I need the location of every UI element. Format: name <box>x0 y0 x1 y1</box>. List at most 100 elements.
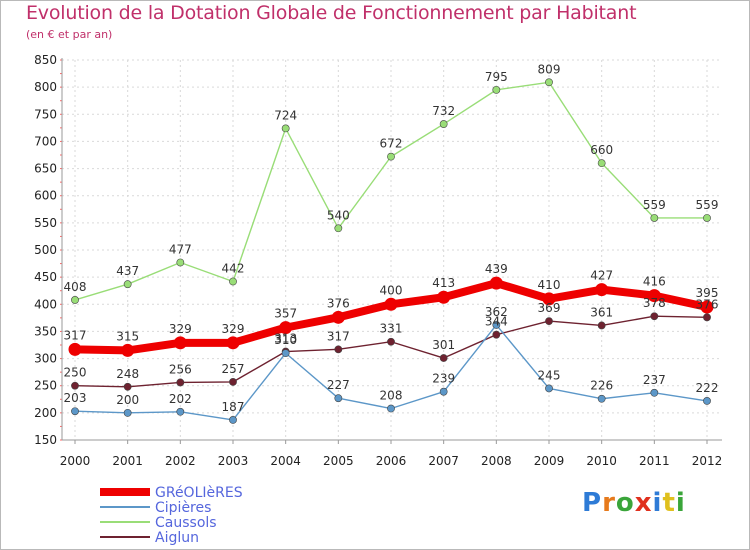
y-tick-label: 400 <box>34 297 57 311</box>
data-point <box>334 224 343 233</box>
data-label: 317 <box>64 328 87 342</box>
data-point <box>334 345 343 354</box>
data-point <box>229 277 237 286</box>
x-tick-label: 2010 <box>586 454 617 468</box>
data-label: 439 <box>485 262 508 276</box>
logo-letter: t <box>662 488 676 518</box>
data-labels: 317 315 329 329 357 376 400 413 439 410 427 416 395 2… <box>64 62 719 414</box>
data-point <box>281 349 290 358</box>
data-label: 724 <box>274 108 297 122</box>
y-tick-label: 750 <box>34 107 57 121</box>
y-tick-label: 150 <box>34 433 57 447</box>
data-label: 187 <box>222 400 245 414</box>
data-point <box>439 354 448 362</box>
data-point <box>700 300 714 314</box>
data-label: 559 <box>696 198 719 212</box>
data-point <box>492 321 501 329</box>
data-label: 301 <box>432 338 455 352</box>
data-point <box>331 310 345 324</box>
x-tick-label: 2001 <box>112 454 143 468</box>
data-point <box>437 290 451 304</box>
data-label: 227 <box>327 378 350 392</box>
logo-letter: i <box>652 488 663 518</box>
logo-letter: r <box>602 488 616 518</box>
data-point <box>71 381 79 390</box>
data-label: 410 <box>538 278 561 292</box>
legend-label: Aiglun <box>155 530 199 546</box>
data-label: 245 <box>538 368 561 382</box>
data-point <box>123 382 132 391</box>
data-point <box>647 289 661 303</box>
data-point <box>279 321 293 335</box>
data-label: 376 <box>327 296 350 310</box>
data-label: 329 <box>222 322 245 336</box>
y-tick-label: 500 <box>34 243 57 257</box>
data-point <box>439 387 448 396</box>
data-point <box>439 120 448 128</box>
data-label: 369 <box>538 301 561 315</box>
data-point <box>492 330 501 339</box>
gridlines <box>62 59 722 441</box>
data-label: 362 <box>485 305 508 319</box>
data-label: 200 <box>116 393 139 407</box>
data-label: 248 <box>116 367 139 381</box>
data-point <box>384 297 398 311</box>
x-tick-label: 2000 <box>60 454 91 468</box>
legend-label: GRéOLIèRES <box>155 485 243 501</box>
data-point <box>123 408 132 417</box>
logo-letter: P <box>582 488 603 518</box>
data-label: 226 <box>590 379 613 393</box>
data-label: 313 <box>274 332 297 346</box>
data-label: 540 <box>327 208 350 222</box>
chart-title: Evolution de la Dotation Globale de Fonc… <box>26 2 637 24</box>
data-point <box>387 404 395 413</box>
data-point <box>334 394 343 403</box>
data-point <box>176 378 185 387</box>
y-tick-label: 700 <box>34 134 57 148</box>
data-point <box>595 283 609 297</box>
data-point <box>71 296 79 304</box>
x-tick-label: 2009 <box>534 454 565 468</box>
data-label: 361 <box>590 305 613 319</box>
data-point <box>71 407 79 416</box>
data-point <box>121 343 135 357</box>
data-point <box>650 388 659 397</box>
y-tick-label: 650 <box>34 162 57 176</box>
data-point <box>489 276 503 290</box>
x-tick-label: 2012 <box>692 454 723 468</box>
data-label: 672 <box>380 137 403 151</box>
data-label: 408 <box>64 280 87 294</box>
data-point <box>545 78 553 87</box>
data-label: 477 <box>169 242 192 256</box>
x-tick-label: 2005 <box>323 454 354 468</box>
logo-letter: i <box>675 488 686 518</box>
data-label: 250 <box>64 366 87 380</box>
data-label: 329 <box>169 322 192 336</box>
data-point <box>597 394 606 403</box>
y-tick-label: 300 <box>34 352 57 366</box>
x-tick-label: 2007 <box>428 454 459 468</box>
data-label: 395 <box>696 286 719 300</box>
data-point <box>123 280 132 289</box>
data-label: 203 <box>64 391 87 405</box>
data-label: 442 <box>222 261 245 275</box>
legend-label: Cipières <box>155 500 211 516</box>
data-label: 559 <box>643 198 666 212</box>
data-label: 795 <box>485 70 508 84</box>
data-point <box>597 321 606 330</box>
data-label: 237 <box>643 373 666 387</box>
x-tick-label: 2003 <box>218 454 249 468</box>
data-point <box>545 317 553 326</box>
data-label: 317 <box>327 329 350 343</box>
logo-letter: x <box>634 488 653 518</box>
data-label: 400 <box>380 283 403 297</box>
data-label: 378 <box>643 296 666 310</box>
data-label: 357 <box>274 307 297 321</box>
data-point <box>176 258 185 267</box>
data-label: 660 <box>590 143 613 157</box>
data-label: 239 <box>432 372 455 386</box>
data-point <box>226 336 240 350</box>
y-tick-label: 350 <box>34 324 57 338</box>
